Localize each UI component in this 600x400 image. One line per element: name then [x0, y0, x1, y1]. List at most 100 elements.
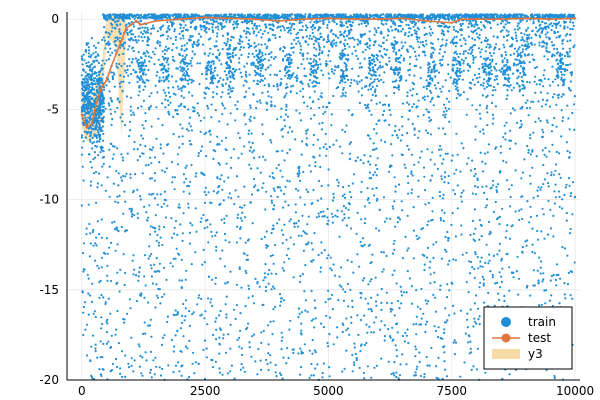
- train-point: [236, 107, 239, 111]
- train-point: [378, 208, 381, 211]
- train-point: [347, 54, 350, 57]
- train-point: [402, 57, 406, 60]
- train-point: [330, 14, 333, 17]
- train-point: [166, 37, 169, 40]
- train-point: [347, 29, 350, 32]
- train-point: [337, 36, 340, 39]
- train-point: [118, 62, 121, 66]
- train-point: [219, 178, 222, 181]
- train-point: [423, 33, 426, 37]
- train-point: [488, 58, 492, 61]
- train-point: [98, 123, 101, 126]
- train-point: [368, 84, 371, 87]
- train-point: [194, 175, 197, 178]
- scatter-layer: [80, 13, 577, 381]
- train-point: [471, 24, 474, 27]
- train-point: [165, 94, 168, 97]
- train-point: [274, 36, 277, 40]
- train-point: [486, 82, 489, 85]
- train-point: [115, 170, 118, 173]
- train-point: [238, 57, 241, 60]
- train-point: [483, 57, 486, 60]
- train-point: [505, 19, 508, 22]
- train-point: [147, 36, 150, 39]
- train-point: [311, 100, 314, 103]
- train-point: [102, 88, 106, 91]
- train-point: [506, 94, 509, 97]
- train-point: [547, 78, 550, 81]
- train-point: [134, 35, 137, 39]
- train-point: [250, 44, 253, 48]
- train-point: [565, 183, 568, 186]
- train-point: [152, 24, 155, 27]
- train-point: [424, 39, 427, 43]
- train-point: [547, 26, 550, 29]
- train-point: [104, 189, 107, 192]
- train-point: [95, 170, 98, 174]
- train-point: [141, 32, 144, 36]
- train-point: [441, 58, 444, 61]
- train-point: [178, 203, 181, 206]
- train-point: [108, 33, 112, 36]
- train-point: [343, 35, 346, 38]
- train-point: [87, 112, 90, 115]
- train-point: [557, 15, 560, 18]
- train-point: [220, 27, 223, 30]
- train-point: [105, 30, 108, 34]
- train-point: [347, 184, 350, 187]
- train-point: [395, 79, 398, 82]
- train-point: [362, 14, 365, 17]
- train-point: [452, 59, 455, 62]
- train-point: [558, 195, 561, 198]
- train-point: [239, 312, 242, 315]
- train-point: [91, 68, 94, 71]
- train-point: [269, 361, 272, 364]
- train-point: [318, 81, 321, 85]
- train-point: [522, 66, 525, 69]
- train-point: [288, 54, 291, 57]
- train-point: [280, 129, 283, 132]
- train-point: [143, 59, 146, 62]
- train-point: [244, 70, 248, 74]
- train-point: [418, 351, 421, 354]
- train-point: [371, 58, 374, 61]
- train-point: [245, 16, 248, 19]
- train-point: [409, 20, 412, 23]
- train-point: [207, 69, 211, 72]
- train-point: [309, 13, 312, 17]
- train-point: [475, 77, 479, 80]
- train-point: [382, 109, 386, 113]
- train-point: [223, 107, 226, 110]
- train-point: [447, 63, 450, 66]
- train-point: [374, 90, 377, 93]
- train-point: [315, 40, 318, 43]
- train-point: [96, 82, 99, 85]
- train-point: [563, 27, 566, 30]
- train-point: [138, 90, 141, 93]
- train-point: [137, 51, 140, 54]
- train-point: [92, 66, 95, 69]
- train-point: [432, 46, 435, 50]
- train-point: [369, 280, 372, 283]
- train-point: [432, 293, 435, 296]
- train-point: [166, 47, 169, 51]
- train-point: [228, 21, 231, 24]
- train-point: [318, 46, 321, 49]
- train-point: [427, 300, 430, 303]
- train-point: [519, 20, 522, 23]
- train-point: [338, 81, 342, 84]
- train-point: [313, 21, 316, 24]
- train-point: [146, 28, 150, 31]
- train-point: [492, 179, 495, 182]
- train-point: [483, 39, 486, 43]
- train-point: [527, 149, 530, 152]
- train-point: [290, 17, 293, 20]
- train-point: [483, 301, 486, 304]
- train-point: [115, 62, 118, 65]
- train-point: [485, 73, 488, 76]
- train-point: [220, 25, 223, 28]
- train-point: [93, 134, 96, 137]
- train-point: [523, 62, 526, 65]
- train-point: [98, 110, 101, 113]
- train-point: [520, 106, 524, 109]
